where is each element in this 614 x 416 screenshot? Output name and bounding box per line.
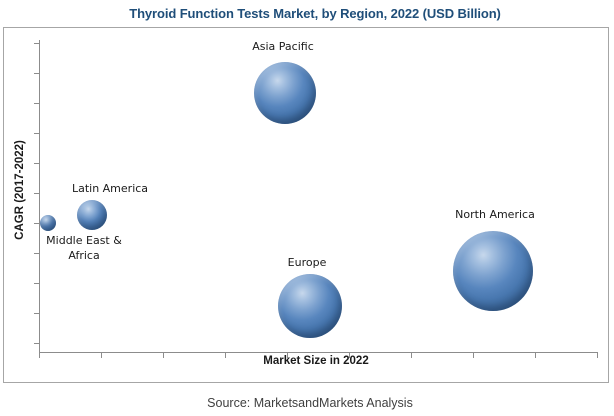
x-axis-title: Market Size in 2022 (263, 355, 369, 367)
x-axis-line (39, 352, 598, 353)
bubble-label-middle-east-africa: Middle East & Africa (46, 234, 122, 262)
y-axis-tick (34, 283, 39, 284)
x-axis-tick (163, 353, 164, 358)
x-axis-tick (349, 353, 350, 358)
y-axis-tick (34, 193, 39, 194)
x-axis-tick (101, 353, 102, 358)
bubble-north-america (453, 231, 533, 311)
x-axis-tick (411, 353, 412, 358)
y-axis-tick (34, 223, 39, 224)
y-axis-tick (34, 163, 39, 164)
y-axis-line (39, 40, 40, 353)
bubble-label-latin-america: Latin America (71, 182, 149, 195)
x-axis-tick (473, 353, 474, 358)
y-axis-tick (34, 133, 39, 134)
y-axis-tick (34, 73, 39, 74)
x-axis-tick (39, 353, 40, 358)
bubble-europe (278, 274, 342, 338)
chart-title: Thyroid Function Tests Market, by Region… (129, 6, 501, 21)
y-axis-tick (34, 43, 39, 44)
x-axis-tick (597, 353, 598, 358)
bubble-label-north-america: North America (455, 208, 535, 221)
bubble-label-asia-pacific: Asia Pacific (252, 40, 314, 53)
bubble-asia-pacific (254, 62, 316, 124)
x-axis-tick (225, 353, 226, 358)
source-note: Source: MarketsandMarkets Analysis (207, 396, 413, 410)
x-axis-tick (287, 353, 288, 358)
bubble-label-europe: Europe (287, 256, 327, 269)
bubble-latin-america (77, 200, 107, 230)
y-axis-tick (34, 103, 39, 104)
x-axis-tick (535, 353, 536, 358)
y-axis-tick (34, 253, 39, 254)
y-axis-tick (34, 313, 39, 314)
bubble-middle-east-africa (40, 215, 56, 231)
y-axis-tick (34, 343, 39, 344)
y-axis-title: CAGR (2017-2022) (14, 140, 26, 240)
